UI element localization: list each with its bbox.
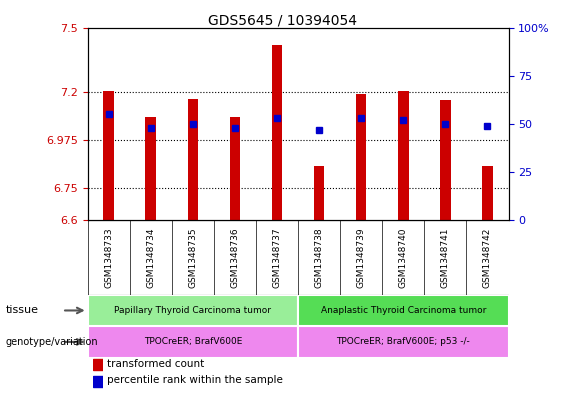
Text: GSM1348741: GSM1348741 xyxy=(441,227,450,288)
Text: TPOCreER; BrafV600E; p53 -/-: TPOCreER; BrafV600E; p53 -/- xyxy=(336,338,470,346)
Bar xyxy=(314,165,324,220)
Text: genotype/variation: genotype/variation xyxy=(6,337,98,347)
Text: GDS5645 / 10394054: GDS5645 / 10394054 xyxy=(208,14,357,28)
Bar xyxy=(145,118,156,220)
Bar xyxy=(188,99,198,220)
Bar xyxy=(440,100,451,220)
Text: GSM1348738: GSM1348738 xyxy=(315,227,324,288)
Bar xyxy=(88,295,298,326)
Text: TPOCreER; BrafV600E: TPOCreER; BrafV600E xyxy=(144,338,242,346)
Text: transformed count: transformed count xyxy=(107,358,205,369)
Text: tissue: tissue xyxy=(6,305,38,316)
Text: GSM1348740: GSM1348740 xyxy=(399,227,408,288)
Bar xyxy=(356,94,367,220)
Text: GSM1348737: GSM1348737 xyxy=(272,227,281,288)
Text: GSM1348742: GSM1348742 xyxy=(483,227,492,288)
Bar xyxy=(398,91,408,220)
Bar xyxy=(272,45,282,220)
Bar xyxy=(482,165,493,220)
Text: GSM1348736: GSM1348736 xyxy=(231,227,240,288)
Bar xyxy=(88,326,298,358)
Text: Papillary Thyroid Carcinoma tumor: Papillary Thyroid Carcinoma tumor xyxy=(114,306,271,315)
Bar xyxy=(93,376,103,387)
Text: Anaplastic Thyroid Carcinoma tumor: Anaplastic Thyroid Carcinoma tumor xyxy=(320,306,486,315)
Text: GSM1348734: GSM1348734 xyxy=(146,227,155,288)
Bar xyxy=(229,118,240,220)
Bar xyxy=(93,359,103,370)
Text: percentile rank within the sample: percentile rank within the sample xyxy=(107,375,283,385)
Text: GSM1348735: GSM1348735 xyxy=(188,227,197,288)
Bar xyxy=(103,91,114,220)
Text: GSM1348733: GSM1348733 xyxy=(104,227,113,288)
Bar xyxy=(298,326,508,358)
Text: GSM1348739: GSM1348739 xyxy=(357,227,366,288)
Bar xyxy=(298,295,508,326)
